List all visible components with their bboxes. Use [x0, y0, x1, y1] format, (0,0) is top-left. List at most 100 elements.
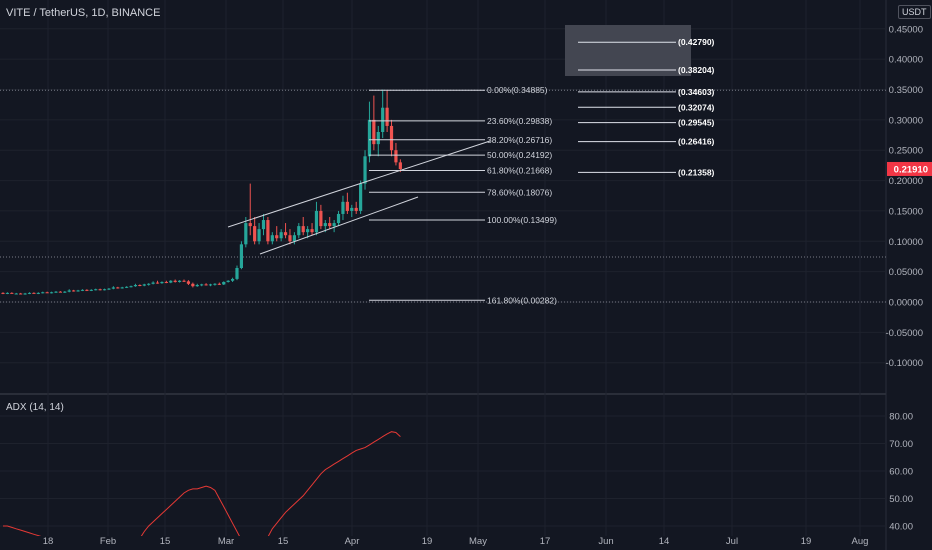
- fib-extension-label: (0.34603): [678, 87, 715, 97]
- candle-body: [129, 286, 133, 288]
- candle-body: [319, 210, 323, 227]
- candle-body: [107, 288, 111, 290]
- candle-body: [239, 244, 244, 268]
- fib-extension-box: [565, 25, 691, 76]
- time-tick-label: 19: [801, 536, 812, 547]
- time-tick-label: 14: [659, 536, 670, 547]
- price-tick-label: 0.15000: [889, 206, 923, 217]
- candle-body: [111, 287, 115, 289]
- candle-body: [372, 119, 376, 145]
- fib-extension-label: (0.32074): [678, 102, 715, 112]
- candle-body: [306, 229, 310, 233]
- fib-extension-label: (0.29545): [678, 118, 715, 128]
- last-price-label: 0.21910: [894, 164, 928, 175]
- fib-extension-label: (0.38204): [678, 65, 715, 75]
- adx-indicator-title[interactable]: ADX (14, 14): [6, 402, 64, 413]
- candle-body: [182, 280, 186, 282]
- candle-body: [345, 201, 349, 211]
- price-tick-label: 0.25000: [889, 146, 923, 157]
- price-tick-label: 0.10000: [889, 237, 923, 248]
- fib-level-label: 78.60%(0.18076): [487, 187, 552, 197]
- price-tick-label: 0.35000: [889, 85, 923, 96]
- candle-body: [266, 220, 270, 242]
- candle-body: [314, 210, 319, 233]
- candle-body: [67, 290, 71, 292]
- currency-unit-badge[interactable]: USDT: [898, 5, 931, 19]
- candle-body: [275, 235, 279, 239]
- candle-body: [323, 223, 327, 227]
- adx-tick-label: 50.00: [889, 494, 913, 505]
- fib-level-label: 23.60%(0.29838): [487, 116, 552, 126]
- candle-body: [301, 226, 305, 233]
- candle-body: [279, 232, 283, 239]
- candle-body: [213, 283, 217, 285]
- channel-breakout-line: [367, 140, 491, 182]
- candle-body: [142, 284, 146, 286]
- candle-body: [120, 287, 124, 289]
- candle-body: [222, 281, 226, 285]
- time-tick-label: Feb: [100, 536, 116, 547]
- candle-body: [169, 280, 173, 283]
- candle-body: [328, 223, 332, 227]
- candle-body: [288, 235, 292, 242]
- candle-body: [363, 156, 367, 184]
- candle-body: [204, 284, 208, 286]
- fib-level-label: 100.00%(0.13499): [487, 215, 557, 225]
- candle-body: [41, 292, 45, 294]
- candle-body: [217, 283, 221, 285]
- candle-body: [1, 292, 5, 294]
- candle-body: [341, 201, 345, 214]
- candle-body: [253, 226, 257, 242]
- candle-body: [32, 292, 36, 294]
- candle-body: [151, 282, 155, 284]
- adx-tick-label: 40.00: [889, 522, 913, 533]
- candle-body: [381, 107, 385, 132]
- candle-body: [76, 290, 80, 292]
- time-tick-label: 15: [160, 536, 171, 547]
- candle-body: [257, 229, 261, 242]
- candle-body: [385, 107, 389, 126]
- fib-extension-label: (0.26416): [678, 137, 715, 147]
- time-tick-label: Jul: [726, 536, 738, 547]
- candle-body: [54, 291, 58, 293]
- time-tick-label: Apr: [345, 536, 360, 547]
- fib-level-label: 0.00%(0.34885): [487, 85, 548, 95]
- channel-lower-line: [259, 196, 419, 255]
- candle-body: [354, 207, 358, 211]
- candle-body: [186, 281, 191, 284]
- adx-tick-label: 80.00: [889, 412, 913, 423]
- candle-body: [19, 293, 23, 295]
- price-tick-label: -0.10000: [885, 358, 923, 369]
- candle-body: [230, 278, 235, 281]
- time-tick-label: Mar: [218, 536, 234, 547]
- candle-body: [133, 285, 138, 287]
- candle-body: [160, 281, 164, 284]
- candle-body: [147, 283, 151, 285]
- adx-tick-label: 70.00: [889, 439, 913, 450]
- candle-body: [226, 280, 230, 282]
- candle-body: [10, 292, 14, 294]
- price-tick-label: 0.00000: [889, 298, 923, 309]
- price-tick-label: 0.30000: [889, 115, 923, 126]
- candle-body: [5, 292, 10, 294]
- candle-body: [359, 183, 363, 211]
- candle-body: [85, 289, 89, 291]
- candle-body: [138, 285, 142, 286]
- candle-body: [178, 280, 182, 282]
- price-tick-label: 0.40000: [889, 55, 923, 66]
- candle-body: [102, 289, 107, 291]
- candle-body: [367, 119, 372, 157]
- candle-body: [261, 220, 266, 230]
- time-tick-label: 17: [540, 536, 551, 547]
- candle-body: [58, 291, 62, 293]
- fib-level-label: 50.00%(0.24192): [487, 150, 552, 160]
- candle-body: [235, 268, 239, 279]
- time-tick-label: Aug: [852, 536, 869, 547]
- candle-body: [208, 284, 213, 286]
- candle-body: [72, 290, 76, 292]
- candle-body: [248, 223, 252, 227]
- symbol-title[interactable]: VITE / TetherUS, 1D, BINANCE: [6, 7, 161, 19]
- candle-body: [36, 292, 40, 294]
- adx-line: [3, 431, 401, 536]
- time-tick-label: 15: [278, 536, 289, 547]
